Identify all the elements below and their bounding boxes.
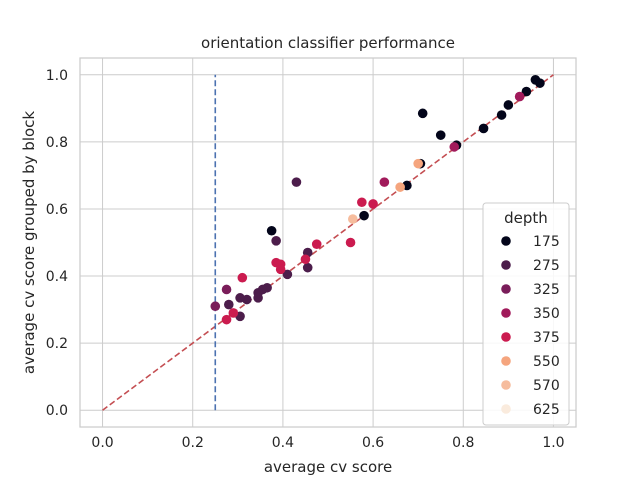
data-point-depth-175 bbox=[478, 123, 489, 134]
legend-marker-570 bbox=[501, 380, 511, 390]
data-point-depth-570 bbox=[348, 214, 358, 224]
data-point-depth-175 bbox=[435, 130, 446, 140]
legend-box bbox=[482, 202, 570, 426]
legend-label-375: 375 bbox=[533, 330, 560, 346]
data-point-depth-175 bbox=[503, 100, 514, 110]
data-point-depth-275 bbox=[302, 262, 313, 273]
data-point-depth-375 bbox=[237, 272, 248, 283]
diagonal-reference-line bbox=[102, 74, 554, 411]
data-point-depth-325 bbox=[221, 284, 232, 295]
data-point-depth-275 bbox=[282, 269, 293, 280]
chart-title: orientation classifier performance bbox=[201, 34, 455, 52]
data-point-depth-375 bbox=[228, 308, 239, 318]
legend-label-325: 325 bbox=[533, 282, 560, 298]
legend-title: depth bbox=[504, 209, 548, 227]
data-point-depth-375 bbox=[221, 314, 232, 325]
x-tick-label: 0.2 bbox=[182, 435, 204, 451]
data-point-depth-375 bbox=[345, 237, 356, 248]
data-points bbox=[210, 75, 545, 325]
x-tick-label: 0.8 bbox=[452, 435, 474, 451]
y-axis-label: average cv score grouped by block bbox=[20, 111, 38, 375]
data-point-depth-175 bbox=[266, 225, 277, 236]
data-point-depth-275 bbox=[291, 177, 302, 187]
data-point-depth-175 bbox=[521, 86, 532, 97]
legend-label-570: 570 bbox=[533, 378, 560, 394]
data-point-depth-350 bbox=[449, 142, 460, 152]
data-point-depth-325 bbox=[210, 301, 221, 312]
legend-marker-175 bbox=[501, 236, 511, 246]
x-tick-label: 0.4 bbox=[272, 435, 294, 451]
x-axis-label: average cv score bbox=[264, 458, 392, 476]
data-point-depth-275 bbox=[271, 236, 281, 246]
data-point-depth-275 bbox=[224, 299, 234, 310]
data-point-depth-175 bbox=[359, 210, 369, 221]
data-point-depth-375 bbox=[311, 239, 322, 249]
legend-marker-325 bbox=[501, 284, 511, 294]
data-point-depth-550 bbox=[395, 182, 405, 192]
legend: depth 175 275 325 350 375 550 570 625 bbox=[482, 202, 570, 426]
legend-label-625: 625 bbox=[533, 402, 560, 418]
legend-marker-275 bbox=[501, 260, 511, 270]
data-point-depth-375 bbox=[357, 197, 367, 208]
y-tick-label: 0.2 bbox=[46, 336, 68, 352]
y-tick-label: 0.0 bbox=[46, 403, 68, 419]
data-point-depth-175 bbox=[535, 78, 545, 88]
data-point-depth-375 bbox=[275, 264, 286, 275]
data-point-depth-550 bbox=[413, 158, 423, 169]
legend-label-350: 350 bbox=[533, 306, 560, 322]
x-tick-label: 0.6 bbox=[362, 435, 384, 451]
x-tick-label: 1.0 bbox=[542, 435, 564, 451]
x-tick-label: 0.0 bbox=[91, 435, 113, 451]
y-tick-labels: 0.0 0.2 0.4 0.6 0.8 1.0 bbox=[46, 68, 68, 419]
data-point-depth-350 bbox=[379, 177, 390, 187]
legend-label-275: 275 bbox=[533, 258, 560, 274]
legend-items: 175 275 325 350 375 550 570 625 bbox=[501, 234, 560, 418]
y-tick-label: 1.0 bbox=[46, 68, 68, 84]
plot-frame bbox=[79, 57, 577, 428]
data-point-depth-175 bbox=[417, 108, 428, 119]
y-tick-label: 0.4 bbox=[46, 269, 68, 285]
legend-marker-350 bbox=[501, 308, 511, 318]
x-tick-labels: 0.0 0.2 0.4 0.6 0.8 1.0 bbox=[91, 435, 564, 451]
y-tick-label: 0.6 bbox=[46, 202, 68, 218]
data-point-depth-375 bbox=[368, 199, 378, 209]
legend-marker-550 bbox=[501, 356, 511, 366]
data-point-depth-275 bbox=[235, 293, 245, 303]
y-tick-label: 0.8 bbox=[46, 135, 68, 151]
legend-marker-625 bbox=[501, 404, 511, 414]
data-point-depth-375 bbox=[300, 254, 311, 265]
legend-label-175: 175 bbox=[533, 234, 560, 250]
reference-lines bbox=[102, 74, 554, 411]
legend-marker-375 bbox=[501, 332, 511, 342]
data-point-depth-275 bbox=[253, 293, 263, 303]
data-point-depth-175 bbox=[496, 110, 507, 120]
data-point-depth-350 bbox=[514, 91, 525, 102]
legend-label-550: 550 bbox=[533, 354, 560, 370]
